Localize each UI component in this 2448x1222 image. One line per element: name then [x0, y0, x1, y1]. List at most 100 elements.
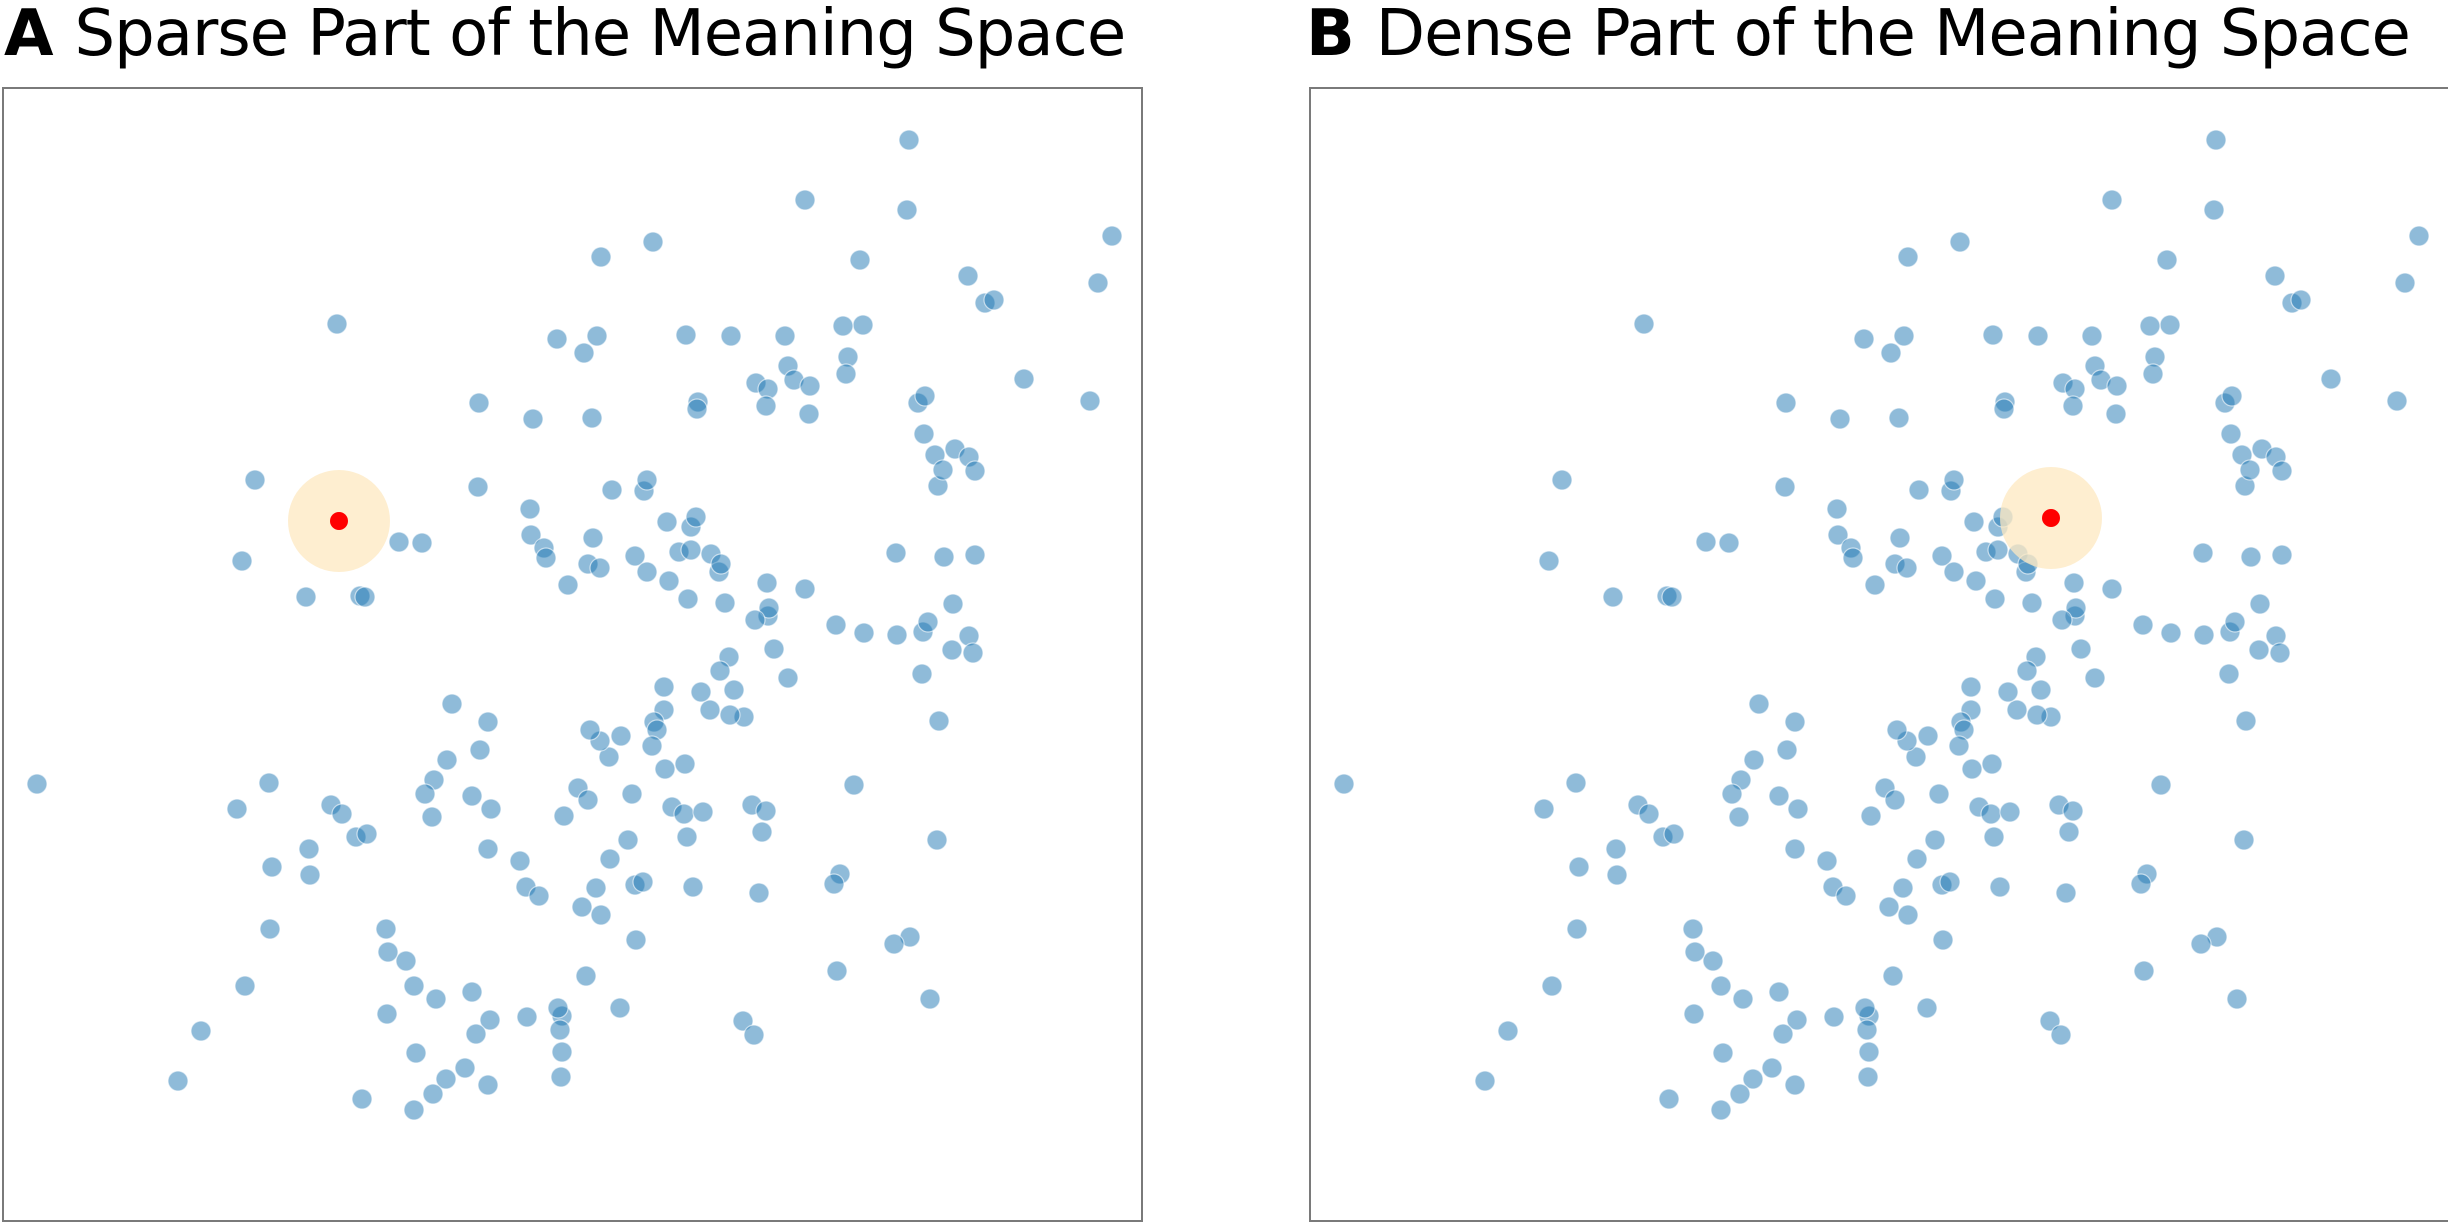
data-point: [917, 611, 939, 633]
data-point: [692, 801, 714, 823]
data-point: [2039, 1010, 2061, 1032]
panel-a-plot-area: [2, 87, 1143, 1222]
data-point: [480, 798, 502, 820]
data-point: [799, 375, 821, 397]
data-point: [1695, 531, 1717, 553]
panel-a-scatter: [26, 129, 1123, 1121]
data-point: [551, 1041, 573, 1063]
data-point: [356, 823, 378, 845]
data-point: [1784, 1074, 1806, 1096]
data-point: [589, 557, 611, 579]
data-point: [2269, 642, 2291, 664]
data-point: [2320, 368, 2342, 390]
data-point: [720, 325, 742, 347]
data-point: [376, 1003, 398, 1025]
data-point: [1776, 739, 1798, 761]
data-point: [1602, 586, 1624, 608]
data-point: [2408, 225, 2430, 247]
data-point: [1729, 1083, 1751, 1105]
data-point: [2290, 289, 2312, 311]
data-point: [1538, 550, 1560, 572]
data-point: [983, 289, 1005, 311]
data-point: [1497, 1020, 1519, 1042]
data-point: [2130, 873, 2152, 895]
data-point: [1889, 527, 1911, 549]
panel-a-letter: A: [4, 0, 54, 71]
data-point: [755, 395, 777, 417]
data-point: [853, 622, 875, 644]
data-point: [1551, 469, 1573, 491]
data-point: [1710, 1099, 1732, 1121]
data-point: [656, 511, 678, 533]
data-point: [675, 324, 697, 346]
data-point: [435, 1068, 457, 1090]
data-point: [2027, 325, 2049, 347]
data-point: [516, 1006, 538, 1028]
data-point: [375, 918, 397, 940]
data-point: [535, 547, 557, 569]
data-point: [1949, 231, 1971, 253]
data-point: [2218, 663, 2240, 685]
data-point: [964, 544, 986, 566]
data-point: [2264, 265, 2286, 287]
data-point: [2062, 395, 2084, 417]
data-point: [1983, 826, 2005, 848]
data-point: [2106, 375, 2128, 397]
data-point: [1718, 532, 1740, 554]
target-point: [330, 512, 348, 530]
data-point: [2193, 624, 2215, 646]
data-point: [405, 1042, 427, 1064]
data-point: [1768, 981, 1790, 1003]
data-point: [2226, 988, 2248, 1010]
data-point: [1748, 693, 1770, 715]
data-point: [477, 711, 499, 733]
panel-b-scatter: [1333, 129, 2430, 1121]
data-point: [465, 1023, 487, 1045]
data-point: [1772, 1023, 1794, 1045]
data-point: [549, 1019, 571, 1041]
data-point: [2271, 460, 2293, 482]
data-point: [1932, 929, 1954, 951]
data-point: [1013, 368, 1035, 390]
data-point: [436, 749, 458, 771]
data-point: [1702, 950, 1724, 972]
data-point: [1474, 1070, 1496, 1092]
data-point: [2070, 638, 2092, 660]
data-point: [601, 479, 623, 501]
data-point: [550, 1066, 572, 1088]
data-point: [826, 960, 848, 982]
data-point: [928, 710, 950, 732]
data-point: [835, 363, 857, 385]
data-point: [755, 800, 777, 822]
data-point: [1787, 798, 1809, 820]
data-point: [2233, 829, 2255, 851]
data-point: [798, 403, 820, 425]
data-point: [885, 542, 907, 564]
data-point: [913, 423, 935, 445]
data-point: [832, 315, 854, 337]
data-point: [1999, 801, 2021, 823]
data-point: [2051, 609, 2073, 631]
data-point: [763, 638, 785, 660]
data-point: [2190, 933, 2212, 955]
data-point: [2105, 403, 2127, 425]
data-point: [1908, 479, 1930, 501]
data-point: [1896, 557, 1918, 579]
data-point: [528, 885, 550, 907]
panel-b-plot-area: [1309, 87, 2448, 1222]
data-point: [1963, 511, 1985, 533]
data-point: [477, 1074, 499, 1096]
data-point: [699, 699, 721, 721]
data-point: [1606, 864, 1628, 886]
data-point: [682, 876, 704, 898]
data-point: [1732, 988, 1754, 1010]
data-point: [1906, 848, 1928, 870]
data-point: [2021, 592, 2043, 614]
data-point: [298, 838, 320, 860]
data-point: [469, 739, 491, 761]
data-point: [1882, 965, 1904, 987]
data-point: [1565, 772, 1587, 794]
data-point: [1880, 342, 1902, 364]
data-point: [2271, 544, 2293, 566]
data-point: [1997, 681, 2019, 703]
